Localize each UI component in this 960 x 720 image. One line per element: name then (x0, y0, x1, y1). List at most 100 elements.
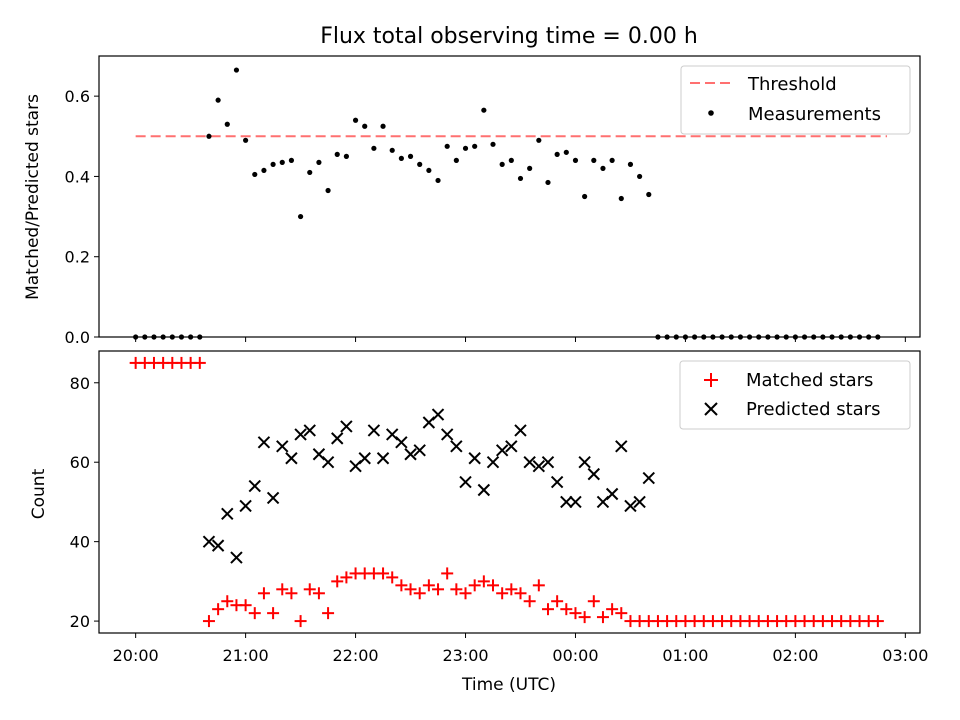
matched-star-point (276, 583, 289, 596)
predicted-star-point (468, 452, 481, 465)
bottom-axes-frame (98, 350, 921, 634)
predicted-star-point (239, 499, 252, 513)
predicted-star-point (615, 440, 628, 453)
predicted-star-point (541, 456, 555, 469)
measurement-point (472, 143, 478, 149)
bottom-plot: Count Time (UTC) 20 40 60 80 20:00 21:00 22:0… (29, 350, 928, 695)
predicted-star-point (587, 467, 601, 481)
predicted-stars-points (202, 408, 655, 564)
matched-star-point (312, 587, 325, 600)
predicted-star-point (404, 448, 417, 461)
predicted-star-point (413, 444, 426, 457)
measurement-point (398, 155, 404, 161)
top-axes-frame (98, 55, 921, 338)
measurement-point (279, 159, 285, 165)
matched-star-point (294, 615, 307, 628)
predicted-star-point (477, 483, 491, 497)
bottom-x-tick-label: 22:00 (333, 646, 379, 665)
bottom-y-ticks: 20 40 60 80 (70, 374, 99, 631)
predicted-star-point (495, 444, 509, 457)
predicted-star-point (440, 428, 454, 441)
matched-star-point (551, 595, 564, 608)
predicted-star-point (303, 424, 316, 437)
top-ylabel: Matched/Predicted stars (23, 94, 43, 300)
predicted-star-point (633, 495, 646, 509)
measurement-point (582, 193, 588, 200)
top-legend-box (680, 65, 911, 135)
measurement-point (343, 153, 349, 159)
matched-stars-points (129, 356, 884, 628)
measurement-point (206, 133, 212, 139)
measurement-point (307, 169, 313, 176)
legend-predicted-label: Predicted stars (746, 399, 880, 420)
matched-star-point (413, 587, 426, 600)
predicted-star-point (624, 499, 637, 513)
bottom-ylabel: Count (29, 468, 49, 519)
predicted-star-point (248, 479, 261, 493)
measurement-point (325, 187, 331, 194)
measurement-point (444, 143, 450, 149)
bottom-legend: Matched stars Predicted stars (679, 360, 911, 430)
matched-star-point (523, 595, 536, 608)
bottom-x-tick-label: 23:00 (442, 646, 488, 665)
matched-star-point (221, 595, 234, 608)
matched-star-point (404, 583, 417, 596)
matched-star-point (477, 575, 490, 588)
predicted-star-point (395, 436, 408, 449)
measurement-point (627, 161, 634, 167)
matched-star-point (468, 579, 481, 592)
top-legend: Threshold Measurements (680, 65, 911, 135)
measurement-point (527, 165, 533, 171)
matched-star-point (496, 587, 509, 600)
bottom-xlabel: Time (UTC) (461, 675, 556, 695)
measurement-point (517, 175, 524, 182)
top-y-tick-label: 0.4 (65, 167, 90, 186)
measurement-point (490, 141, 496, 147)
bottom-y-tick-label: 80 (70, 374, 90, 393)
legend-measurements-swatch (708, 110, 714, 116)
measurement-point (618, 195, 624, 202)
measurement-point (591, 157, 597, 163)
measurement-point (389, 147, 395, 153)
predicted-star-point (569, 495, 582, 509)
predicted-star-point (367, 424, 381, 437)
top-plot: Matched/Predicted stars 0.0 0.2 0.4 0.6 Thr… (23, 55, 921, 347)
measurement-point (572, 157, 579, 163)
measurement-point (609, 157, 615, 163)
predicted-star-point (514, 424, 527, 437)
measurement-point (224, 121, 230, 127)
bottom-y-tick-label: 20 (70, 612, 90, 631)
predicted-star-point (431, 408, 445, 421)
measurement-point (316, 159, 322, 165)
measurement-point (407, 153, 414, 159)
top-y-tick-label: 0.0 (65, 328, 90, 347)
measurement-point (499, 161, 505, 167)
measurement-point (261, 167, 267, 174)
legend-matched-swatch (704, 373, 718, 387)
measurement-point (426, 167, 432, 174)
measurement-point (417, 161, 423, 167)
bottom-legend-box (679, 360, 911, 430)
matched-star-point (248, 607, 261, 620)
predicted-star-point (276, 440, 289, 453)
predicted-star-point (376, 452, 390, 465)
matched-star-point (432, 583, 445, 596)
predicted-star-point (642, 471, 655, 485)
measurement-point (554, 151, 560, 157)
bottom-x-tick-label: 00:00 (552, 646, 598, 665)
legend-predicted-swatch (704, 402, 718, 416)
matched-star-point (532, 579, 545, 592)
measurement-point (481, 107, 487, 113)
matched-star-point (615, 607, 628, 620)
predicted-star-point (450, 440, 463, 453)
bottom-y-tick-label: 60 (70, 453, 90, 472)
matched-star-point (303, 583, 316, 596)
predicted-star-point (202, 535, 216, 548)
matched-star-point (606, 603, 619, 616)
matched-star-point (322, 607, 335, 620)
legend-measurements-label: Measurements (748, 104, 881, 125)
top-y-ticks: 0.0 0.2 0.4 0.6 (65, 87, 99, 347)
matched-star-point (459, 587, 472, 600)
measurement-point (646, 191, 652, 198)
